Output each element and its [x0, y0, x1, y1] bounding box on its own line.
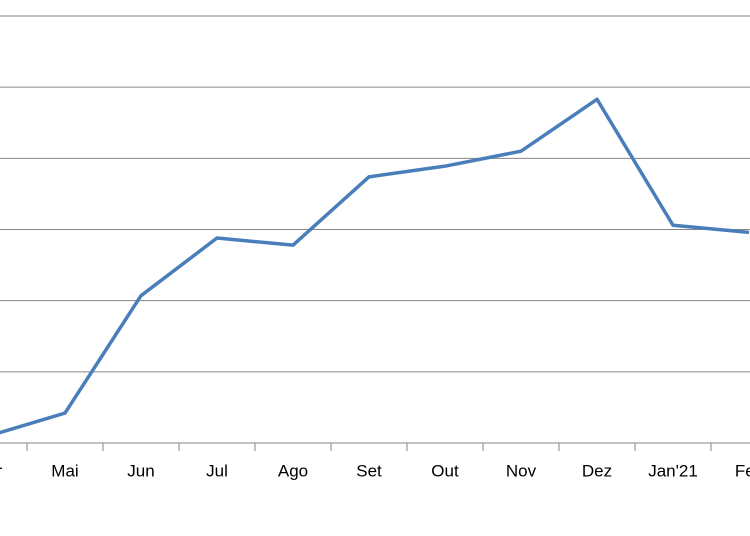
x-tick-label: Nov — [506, 461, 537, 480]
x-tick-label: Fev — [735, 461, 750, 480]
x-tick-label: Set — [356, 461, 382, 480]
x-tick-label: Abr — [0, 461, 3, 480]
x-tick-label: Jan'21 — [648, 461, 698, 480]
data-line — [0, 97, 750, 435]
x-tick-label: Out — [431, 461, 459, 480]
x-tick-label: Dez — [582, 461, 612, 480]
x-tick-label: Mai — [51, 461, 78, 480]
x-tick-label: Jun — [127, 461, 154, 480]
x-tick-label: Ago — [278, 461, 308, 480]
x-tick-label: Jul — [206, 461, 228, 480]
